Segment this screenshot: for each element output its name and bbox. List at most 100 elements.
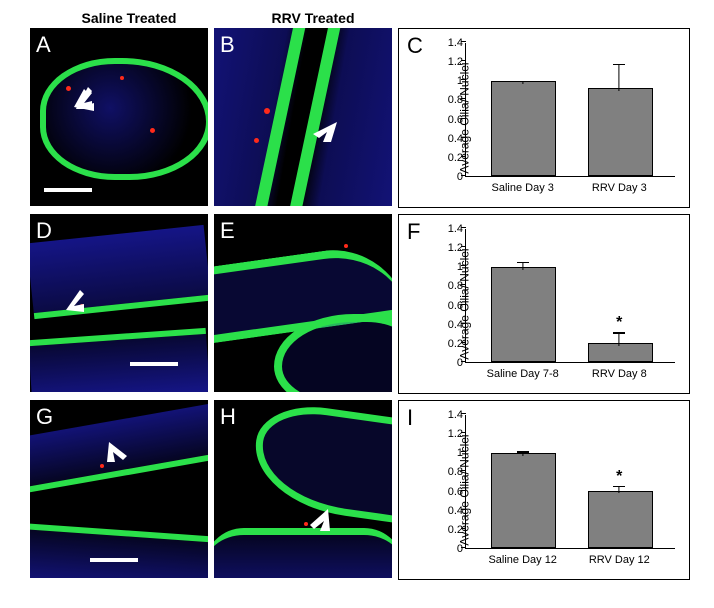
y-tick-label: 0.4 (439, 505, 463, 517)
figure-grid: Saline Treated RRV Treated Day 3 A B C (30, 10, 710, 586)
y-tick-mark (461, 284, 466, 285)
y-tick-mark (461, 265, 466, 266)
panel-letter-C: C (407, 33, 423, 59)
panel-letter-D: D (36, 218, 52, 244)
panel-G: G (30, 400, 208, 578)
chart-inner: Saline Day 7-8RRV Day 8* (465, 229, 675, 363)
error-cap (517, 262, 529, 263)
panel-A: A (30, 28, 208, 206)
y-tick-label: 0.8 (439, 94, 463, 106)
signal-dot (264, 108, 270, 114)
error-bar (522, 262, 523, 271)
plot-area: Saline Day 7-8RRV Day 8* (465, 229, 675, 363)
row-day12: Day 12 G H I Average Cilia/ Nuclei 00.20… (30, 400, 710, 580)
error-cap (613, 64, 625, 65)
arrow-icon (309, 118, 339, 144)
signal-dot (120, 76, 124, 80)
significance-star: * (616, 314, 622, 332)
bar (588, 343, 653, 362)
y-tick-mark (461, 137, 466, 138)
row-day78: Day 7-8 D E F Average Cilia/ Nuclei 00.2… (30, 214, 710, 394)
significance-star: * (616, 468, 622, 486)
y-tick-mark (461, 79, 466, 80)
signal-dot (254, 138, 259, 143)
tissue-A (40, 58, 208, 180)
y-tick-label: 0 (439, 357, 463, 369)
tissue-G-bot (30, 523, 208, 578)
error-cap (517, 81, 529, 82)
y-tick-label: 0.8 (439, 466, 463, 478)
y-tick-label: 0.2 (439, 152, 463, 164)
scale-bar (44, 188, 92, 192)
row-day3: Day 3 A B C Average Cilia/ Nuclei 00.20.… (30, 28, 710, 208)
panel-letter-F: F (407, 219, 420, 245)
y-tick-mark (461, 227, 466, 228)
panel-B: B (214, 28, 392, 206)
col-header-rrv: RRV Treated (224, 10, 402, 26)
y-tick-label: 0 (439, 171, 463, 183)
y-tick-mark (461, 323, 466, 324)
scale-bar (130, 362, 178, 366)
bar (588, 491, 653, 549)
y-ticks: 00.20.40.60.811.21.4 (439, 415, 463, 549)
col-header-saline: Saline Treated (40, 10, 218, 26)
panel-letter-E: E (220, 218, 235, 244)
error-cap (613, 332, 625, 333)
x-tick-label: RRV Day 8 (592, 368, 647, 380)
tissue-D-bot (30, 328, 208, 392)
arrow-icon (70, 83, 98, 111)
y-tick-label: 1.2 (439, 56, 463, 68)
y-tick-label: 1 (439, 75, 463, 87)
y-tick-label: 1.2 (439, 242, 463, 254)
tissue-D-top (30, 225, 208, 319)
x-tick-label: Saline Day 3 (492, 182, 554, 194)
y-tick-mark (461, 60, 466, 61)
error-cap (517, 451, 529, 452)
y-tick-mark (461, 304, 466, 305)
chart-inner: Saline Day 12RRV Day 12* (465, 415, 675, 549)
x-tick-label: RRV Day 3 (592, 182, 647, 194)
y-tick-label: 0.8 (439, 280, 463, 292)
plot-area: Saline Day 12RRV Day 12* (465, 415, 675, 549)
y-tick-mark (461, 118, 466, 119)
panel-E: E (214, 214, 392, 392)
error-bar (619, 64, 620, 91)
y-ticks: 00.20.40.60.811.21.4 (439, 43, 463, 177)
y-tick-mark (461, 342, 466, 343)
y-tick-label: 0.6 (439, 114, 463, 126)
y-tick-label: 0.6 (439, 486, 463, 498)
scale-bar (90, 558, 138, 562)
y-tick-mark (461, 451, 466, 452)
bar (491, 453, 556, 548)
plot-area: Saline Day 3RRV Day 3 (465, 43, 675, 177)
y-tick-label: 0.4 (439, 319, 463, 331)
y-tick-mark (461, 413, 466, 414)
y-tick-label: 1 (439, 261, 463, 273)
y-tick-mark (461, 547, 466, 548)
tissue-H-bot (214, 528, 392, 578)
y-tick-mark (461, 509, 466, 510)
panel-letter-H: H (220, 404, 236, 430)
arrow-icon (304, 505, 332, 533)
chart-inner: Saline Day 3RRV Day 3 (465, 43, 675, 177)
column-headers: Saline Treated RRV Treated (40, 10, 710, 26)
error-cap (613, 486, 625, 487)
y-tick-label: 0.2 (439, 524, 463, 536)
y-ticks: 00.20.40.60.811.21.4 (439, 229, 463, 363)
y-tick-label: 0.6 (439, 300, 463, 312)
arrow-icon (105, 438, 131, 464)
bar (491, 81, 556, 176)
y-tick-label: 1.2 (439, 428, 463, 440)
bar (491, 267, 556, 362)
x-tick-label: Saline Day 12 (488, 554, 557, 566)
y-tick-mark (461, 528, 466, 529)
y-tick-label: 1 (439, 447, 463, 459)
y-tick-label: 0.4 (439, 133, 463, 145)
x-tick-label: Saline Day 7-8 (487, 368, 559, 380)
panel-D: D (30, 214, 208, 392)
y-tick-mark (461, 246, 466, 247)
y-tick-label: 1.4 (439, 409, 463, 421)
y-tick-label: 1.4 (439, 37, 463, 49)
signal-dot (100, 464, 104, 468)
y-tick-label: 0 (439, 543, 463, 555)
